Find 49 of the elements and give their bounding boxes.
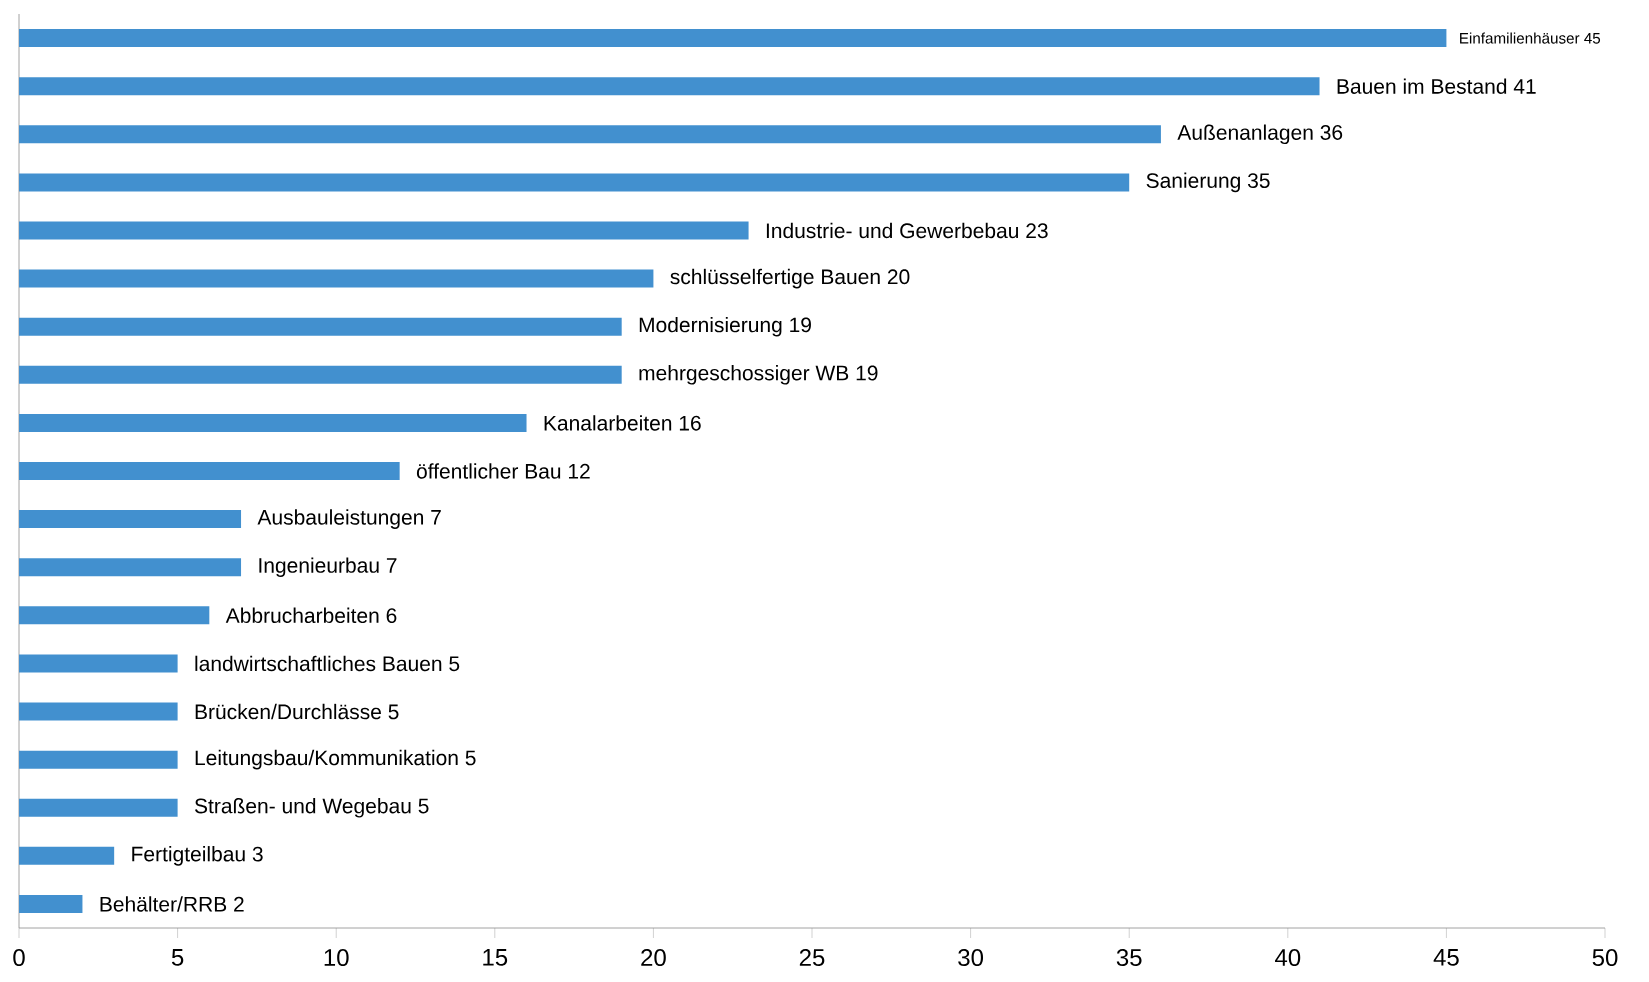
data-label: Bauen im Bestand 41 — [1337, 78, 1536, 94]
bar — [19, 29, 1447, 48]
bar — [19, 606, 210, 625]
x-tick-label: 40 — [1275, 949, 1301, 967]
data-label: Modernisierung 19 — [639, 316, 811, 337]
bar — [19, 654, 178, 673]
data-label: mehrgeschossiger WB 19 — [639, 365, 878, 385]
bar — [19, 510, 242, 529]
bar — [19, 798, 178, 817]
data-label: Ingenieurbau 7 — [259, 557, 397, 578]
x-tick-label: 20 — [641, 949, 666, 967]
x-tick-label: 10 — [324, 949, 349, 967]
bar — [19, 221, 749, 240]
bar — [19, 125, 1161, 144]
data-label: Ausbauleistungen 7 — [257, 509, 441, 529]
x-tick-label: 35 — [1116, 949, 1142, 967]
x-tick-label: 0 — [13, 949, 25, 967]
bar — [19, 365, 622, 384]
x-tick-label: 25 — [799, 949, 825, 967]
x-tick-label: 30 — [958, 949, 984, 967]
bar — [19, 462, 400, 481]
bar — [19, 750, 178, 769]
x-tick-label: 15 — [483, 949, 508, 966]
bar — [19, 558, 242, 577]
data-label: Sanierung 35 — [1146, 172, 1270, 193]
bar — [19, 173, 1130, 192]
bar — [19, 413, 527, 432]
x-tick-label: 45 — [1433, 949, 1459, 966]
bar — [19, 77, 1320, 96]
bar — [19, 702, 178, 721]
data-label: landwirtschaftliches Bauen 5 — [195, 655, 460, 672]
data-label: Behälter/RRB 2 — [100, 896, 244, 912]
x-tick-label: 50 — [1592, 949, 1618, 967]
bar — [19, 894, 83, 913]
data-label: Brücken/Durchlässe 5 — [195, 703, 399, 720]
bar — [19, 846, 115, 865]
data-label: Kanalarbeiten 16 — [544, 415, 701, 431]
x-tick-label: 5 — [171, 949, 184, 966]
data-label: Leitungsbau/Kommunikation 5 — [195, 749, 476, 770]
data-label: Außenanlagen 36 — [1177, 124, 1343, 145]
data-label: Straßen- und Wegebau 5 — [194, 797, 429, 818]
bar — [19, 317, 622, 336]
data-label: Abbrucharbeiten 6 — [225, 607, 397, 624]
bar — [19, 269, 654, 288]
data-label: Einfamilienhäuser 45 — [1460, 32, 1601, 44]
data-label: Industrie- und Gewerbebau 23 — [766, 222, 1048, 239]
data-label: öffentlicher Bau 12 — [416, 463, 590, 479]
data-label: Fertigteilbau 3 — [132, 846, 263, 866]
data-label: schlüsselfertige Bauen 20 — [670, 268, 910, 289]
